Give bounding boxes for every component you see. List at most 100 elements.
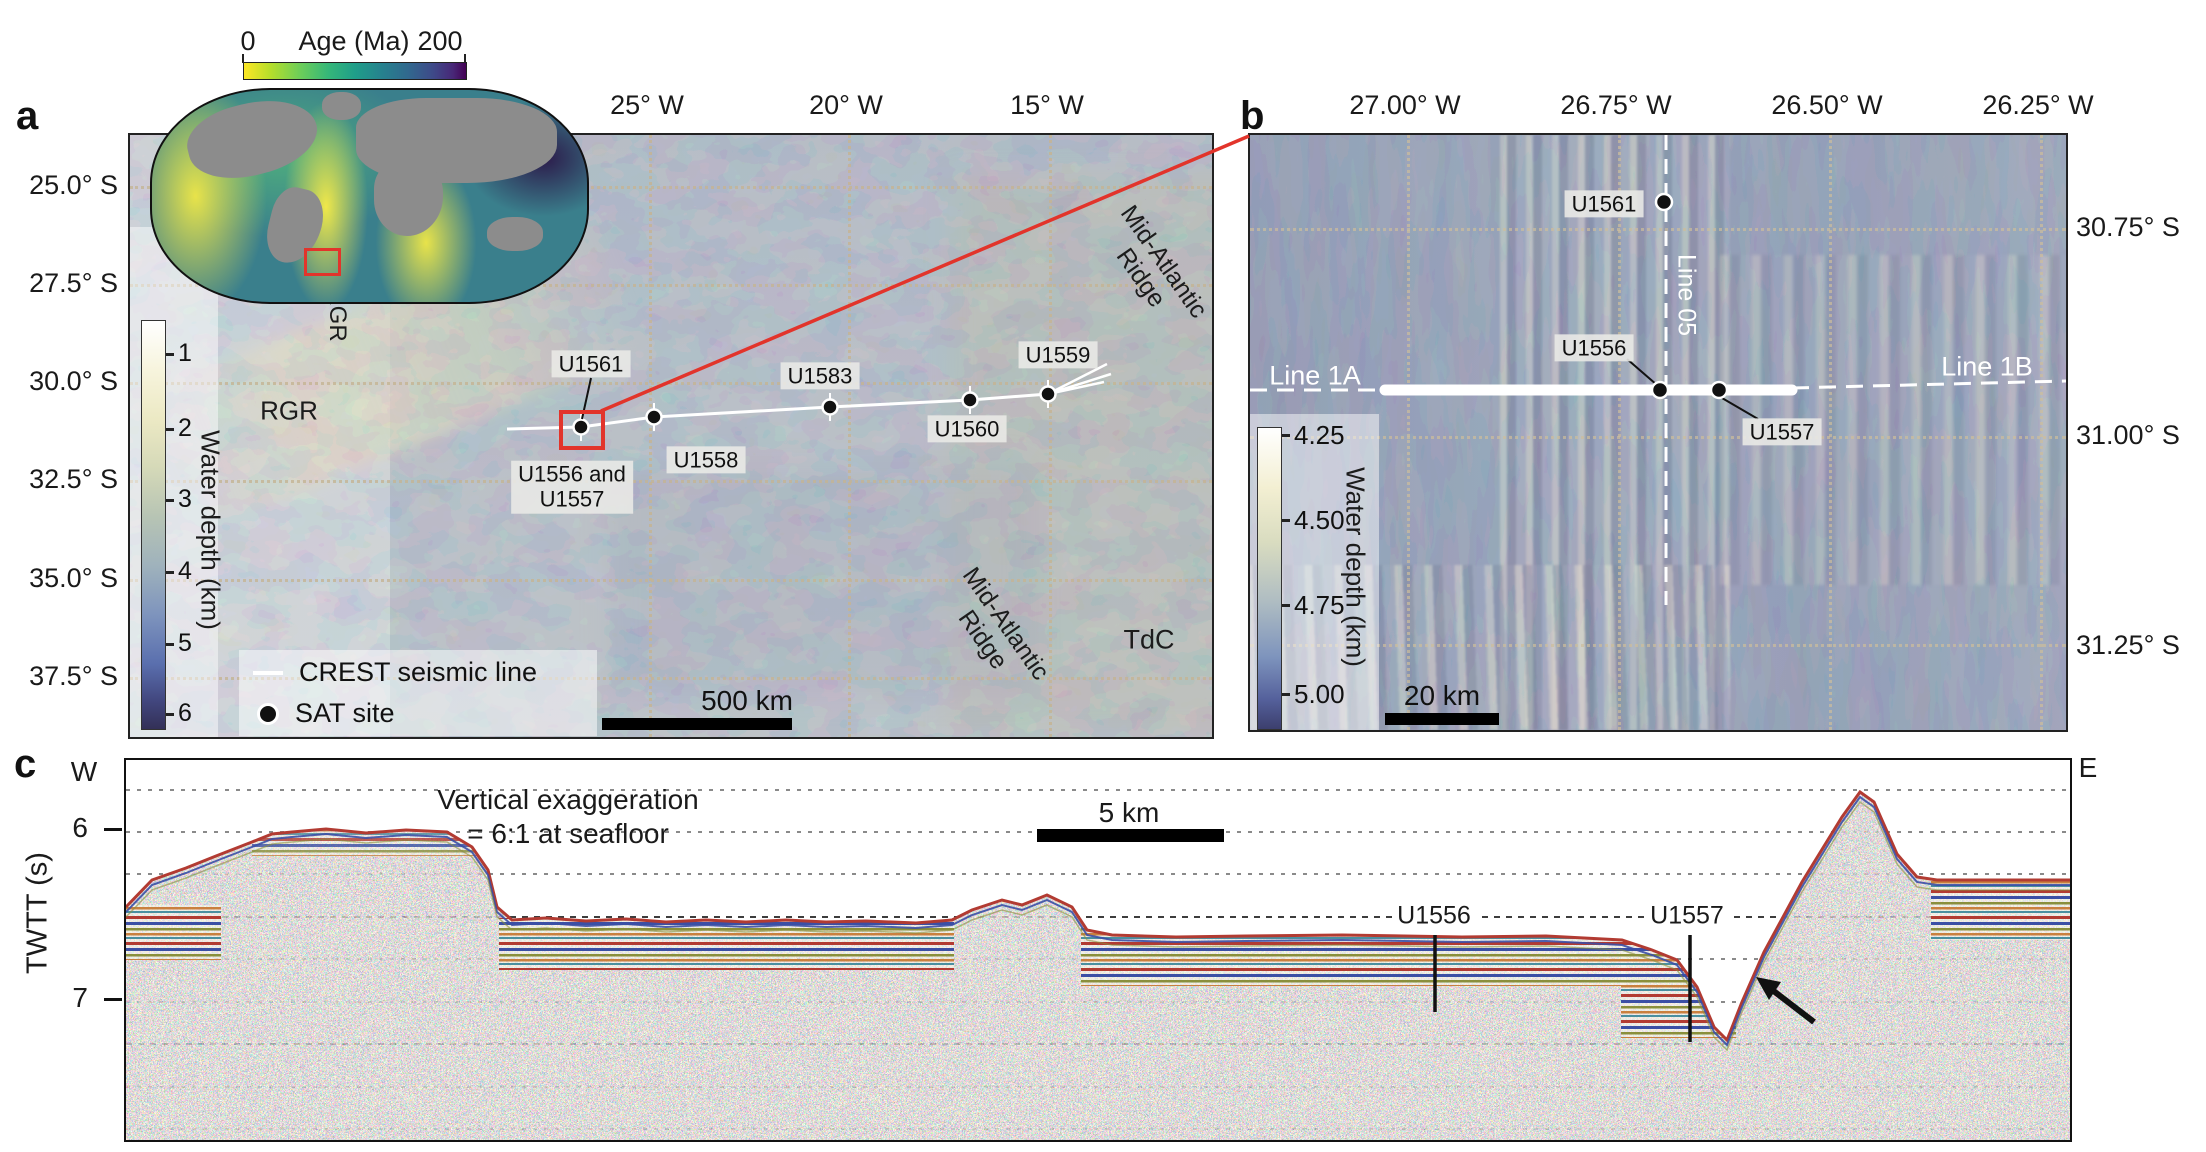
cbar-b-tick4	[1282, 693, 1290, 696]
panel-a-lat-32s: 32.5° S	[29, 464, 118, 494]
legend-sat-site: SAT site	[253, 698, 583, 729]
label-line-1b: Line 1B	[1941, 351, 2033, 382]
depth-colorbar-a	[141, 320, 166, 730]
cbar-b-label2: 4.50	[1294, 505, 1345, 535]
age-bar-tick-right	[464, 54, 466, 63]
seismic-section	[126, 789, 2070, 1140]
label-line-1a: Line 1A	[1269, 360, 1361, 391]
u1557-leader	[1721, 397, 1759, 420]
ytick-mark-6	[104, 828, 122, 831]
cbar-b-label1: 4.25	[1294, 420, 1345, 450]
cgrid-625	[126, 873, 2070, 875]
zoom-extent-box	[559, 410, 605, 450]
site-label-u1559: U1559	[1018, 341, 1098, 369]
cbar-b-tick3	[1282, 604, 1290, 607]
age-bar-tick-left	[242, 54, 244, 63]
panel-b-map: Line 1A Line 1B Line 05 U1561 U1556 U155…	[1248, 133, 2068, 732]
cbar-a-label4: 4	[178, 557, 192, 585]
cbar-a-label1: 1	[178, 339, 192, 367]
gridline-15w	[1049, 135, 1052, 737]
site-label-u1558: U1558	[666, 446, 746, 474]
gridline-2625w	[2040, 135, 2043, 730]
cbar-a-tick5	[166, 643, 174, 646]
legend-seismic-line: CREST seismic line	[253, 657, 583, 688]
panel-b-lon-2650: 26.50° W	[1771, 90, 1883, 120]
cbar-a-label3: 3	[178, 485, 192, 513]
scalebar-c-label: 5 km	[1098, 797, 1160, 828]
seismic-line-swatch	[253, 670, 283, 675]
strata-left-wedge	[126, 905, 221, 960]
panel-a-lat-37s: 37.5° S	[29, 661, 118, 691]
depth-colorbar-b	[1257, 427, 1282, 730]
label-rgr: RGR	[260, 395, 318, 426]
panel-b-lon-2675: 26.75° W	[1560, 90, 1672, 120]
panel-a-lon-25w: 25° W	[610, 90, 684, 120]
scalebar-a-label: 500 km	[701, 685, 793, 716]
site-label-u1583: U1583	[780, 362, 860, 390]
cbar-b-tick1	[1282, 434, 1290, 437]
panel-a-lat-35s: 35.0° S	[29, 563, 118, 593]
panel-c-ylabel: TWTT (s)	[21, 852, 54, 974]
panel-b-lon-2625: 26.25° W	[1982, 90, 2094, 120]
panel-c-west: W	[70, 756, 98, 787]
panel-c-ytick-7: 7	[72, 982, 88, 1013]
legend: CREST seismic line SAT site	[239, 650, 597, 736]
line-1b-path	[1791, 379, 2066, 390]
panel-c-plot: Vertical exaggeration = 6:1 at seafloor …	[124, 758, 2072, 1142]
site-label-b-u1557: U1557	[1742, 418, 1822, 446]
cbar-a-tick6	[166, 713, 174, 716]
panel-b-lon-27: 27.00° W	[1349, 90, 1461, 120]
panel-c-east: E	[2078, 752, 2098, 783]
cgrid-575	[126, 789, 2070, 791]
gridline-3100s	[1250, 436, 2066, 439]
depth-colorbar-a-title: Water depth (km)	[195, 430, 226, 630]
panel-a-lat-25s: 25.0° S	[29, 170, 118, 200]
inset-africa	[373, 159, 444, 237]
label-line-05: Line 05	[1672, 253, 1701, 337]
sat-site-swatch	[257, 702, 279, 725]
inset-greenland	[321, 92, 361, 120]
cbar-a-tick1	[166, 353, 174, 356]
site-label-u1556-u1557: U1556 and U1557	[511, 460, 633, 514]
strata-basin-east	[1931, 878, 2070, 940]
depth-colorbar-b-title: Water depth (km)	[1340, 467, 1371, 667]
basement-arrow	[1756, 977, 1816, 1025]
inset-australia	[486, 217, 544, 252]
cbar-a-tick3	[166, 499, 174, 502]
panel-c-letter: c	[14, 742, 37, 786]
panel-b-texture	[1250, 135, 2066, 730]
age-colorbar-title: Age (Ma)	[298, 26, 410, 56]
label-tdc: TdC	[1123, 624, 1175, 655]
site-label-b-u1561: U1561	[1564, 190, 1644, 218]
panel-b-lat-3125: 31.25° S	[2076, 630, 2180, 660]
cbar-a-label2: 2	[178, 414, 192, 442]
age-colorbar-max: 200	[417, 26, 463, 56]
cbar-a-tick4	[166, 571, 174, 574]
cbar-b-tick2	[1282, 519, 1290, 522]
panel-b-letter: b	[1240, 94, 1265, 138]
inset-north-america	[180, 90, 325, 190]
gridline-25w	[649, 135, 652, 737]
site-label-u1560: U1560	[927, 415, 1007, 443]
gridline-2650w	[1829, 135, 1832, 730]
seafloor-horizons	[126, 789, 2070, 1052]
scalebar-a	[602, 718, 792, 730]
panel-a-lat-30s: 30.0° S	[29, 366, 118, 396]
age-colorbar-min: 0	[240, 26, 256, 56]
panel-a-letter: a	[16, 94, 39, 138]
panel-a-lat-27s: 27.5° S	[29, 268, 118, 298]
site-label-u1561: U1561	[551, 350, 631, 378]
gridline-3125s	[1250, 644, 2066, 647]
gridline-35s	[130, 579, 1212, 582]
gridline-2675w	[1618, 135, 1621, 730]
panel-b-lat-3075: 30.75° S	[2076, 212, 2180, 242]
cbar-a-tick2	[166, 428, 174, 431]
cbar-b-label3: 4.75	[1294, 590, 1345, 620]
inset-study-area-box	[304, 248, 341, 276]
site-label-b-u1556: U1556	[1554, 334, 1634, 362]
vertical-exaggeration-line1: Vertical exaggeration	[437, 784, 699, 815]
u1556-leader	[1626, 358, 1658, 386]
panel-b-lat-3100: 31.00° S	[2076, 420, 2180, 450]
seismic-label-u1556: U1556	[1392, 901, 1476, 931]
